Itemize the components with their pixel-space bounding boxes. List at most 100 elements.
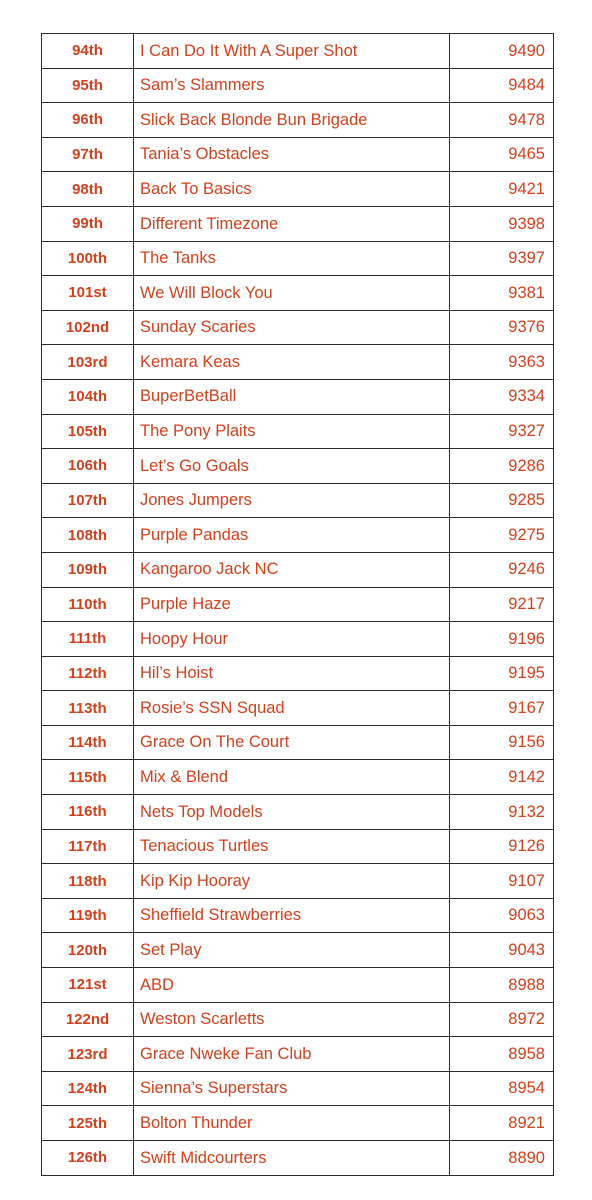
- score-cell: 9156: [449, 724, 554, 761]
- score-cell: 9107: [449, 863, 554, 899]
- table-row: 104th BuperBetBall 9334: [41, 378, 554, 415]
- table-row: 121st ABD 8988: [41, 967, 554, 1003]
- score-cell: 8988: [449, 967, 554, 1003]
- score-cell: 9132: [449, 794, 554, 830]
- score-cell: 9465: [449, 136, 554, 173]
- table-row: 98th Back To Basics 9421: [41, 171, 554, 207]
- score-cell: 9334: [449, 378, 554, 415]
- team-name-cell: Sam’s Slammers: [133, 67, 450, 104]
- rank-cell: 101st: [41, 275, 134, 311]
- score-cell: 9063: [449, 897, 554, 934]
- rank-cell: 107th: [41, 482, 134, 519]
- team-name-cell: Hil’s Hoist: [133, 655, 450, 692]
- team-name-cell: Mix & Blend: [133, 759, 450, 796]
- team-name-cell: Kip Kip Hooray: [133, 863, 450, 899]
- rank-cell: 108th: [41, 517, 134, 553]
- rank-cell: 98th: [41, 171, 134, 207]
- table-row: 107th Jones Jumpers 9285: [41, 482, 554, 519]
- score-cell: 8958: [449, 1036, 554, 1072]
- table-row: 123rd Grace Nweke Fan Club 8958: [41, 1036, 554, 1072]
- rank-cell: 117th: [41, 828, 134, 865]
- score-cell: 8890: [449, 1140, 554, 1176]
- team-name-cell: Rosie’s SSN Squad: [133, 690, 450, 726]
- table-row: 122nd Weston Scarletts 8972: [41, 1001, 554, 1038]
- table-row: 118th Kip Kip Hooray 9107: [41, 863, 554, 899]
- rank-cell: 120th: [41, 932, 134, 969]
- score-cell: 9397: [449, 240, 554, 277]
- score-cell: 9478: [449, 102, 554, 138]
- team-name-cell: Kemara Keas: [133, 344, 450, 380]
- score-cell: 9285: [449, 482, 554, 519]
- team-name-cell: Grace On The Court: [133, 724, 450, 761]
- score-cell: 9217: [449, 586, 554, 623]
- score-cell: 9275: [449, 517, 554, 553]
- standings-table: 94th I Can Do It With A Super Shot 9490 95t…: [41, 33, 554, 1176]
- team-name-cell: Tania’s Obstacles: [133, 136, 450, 173]
- score-cell: 9327: [449, 413, 554, 450]
- table-row: 99th Different Timezone 9398: [41, 205, 554, 242]
- team-name-cell: Sheffield Strawberries: [133, 897, 450, 934]
- rank-cell: 121st: [41, 967, 134, 1003]
- team-name-cell: Hoopy Hour: [133, 621, 450, 657]
- rank-cell: 102nd: [41, 309, 134, 346]
- score-cell: 9490: [449, 33, 554, 69]
- score-cell: 9195: [449, 655, 554, 692]
- score-cell: 9398: [449, 205, 554, 242]
- team-name-cell: Kangaroo Jack NC: [133, 551, 450, 588]
- rank-cell: 118th: [41, 863, 134, 899]
- team-name-cell: Slick Back Blonde Bun Brigade: [133, 102, 450, 138]
- team-name-cell: Swift Midcourters: [133, 1140, 450, 1176]
- table-row: 96th Slick Back Blonde Bun Brigade 9478: [41, 102, 554, 138]
- score-cell: 9142: [449, 759, 554, 796]
- team-name-cell: Jones Jumpers: [133, 482, 450, 519]
- table-row: 101st We Will Block You 9381: [41, 275, 554, 311]
- rank-cell: 95th: [41, 67, 134, 104]
- table-row: 124th Sienna’s Superstars 8954: [41, 1070, 554, 1107]
- table-row: 114th Grace On The Court 9156: [41, 724, 554, 761]
- rank-cell: 105th: [41, 413, 134, 450]
- table-row: 116th Nets Top Models 9132: [41, 794, 554, 830]
- score-cell: 9484: [449, 67, 554, 104]
- table-row: 100th The Tanks 9397: [41, 240, 554, 277]
- table-row: 108th Purple Pandas 9275: [41, 517, 554, 553]
- rank-cell: 116th: [41, 794, 134, 830]
- rank-cell: 94th: [41, 33, 134, 69]
- rank-cell: 100th: [41, 240, 134, 277]
- team-name-cell: Purple Pandas: [133, 517, 450, 553]
- team-name-cell: Sienna’s Superstars: [133, 1070, 450, 1107]
- score-cell: 8921: [449, 1105, 554, 1141]
- team-name-cell: Set Play: [133, 932, 450, 969]
- table-row: 106th Let’s Go Goals 9286: [41, 448, 554, 484]
- rank-cell: 96th: [41, 102, 134, 138]
- team-name-cell: Weston Scarletts: [133, 1001, 450, 1038]
- team-name-cell: Nets Top Models: [133, 794, 450, 830]
- rank-cell: 126th: [41, 1140, 134, 1176]
- team-name-cell: Tenacious Turtles: [133, 828, 450, 865]
- table-row: 110th Purple Haze 9217: [41, 586, 554, 623]
- team-name-cell: Bolton Thunder: [133, 1105, 450, 1141]
- rank-cell: 115th: [41, 759, 134, 796]
- rank-cell: 109th: [41, 551, 134, 588]
- rank-cell: 113th: [41, 690, 134, 726]
- table-row: 102nd Sunday Scaries 9376: [41, 309, 554, 346]
- rank-cell: 110th: [41, 586, 134, 623]
- rank-cell: 119th: [41, 897, 134, 934]
- rank-cell: 106th: [41, 448, 134, 484]
- rank-cell: 111th: [41, 621, 134, 657]
- score-cell: 9043: [449, 932, 554, 969]
- score-cell: 8954: [449, 1070, 554, 1107]
- table-row: 111th Hoopy Hour 9196: [41, 621, 554, 657]
- team-name-cell: Different Timezone: [133, 205, 450, 242]
- team-name-cell: The Tanks: [133, 240, 450, 277]
- team-name-cell: The Pony Plaits: [133, 413, 450, 450]
- rank-cell: 125th: [41, 1105, 134, 1141]
- score-cell: 8972: [449, 1001, 554, 1038]
- score-cell: 9286: [449, 448, 554, 484]
- table-row: 112th Hil’s Hoist 9195: [41, 655, 554, 692]
- score-cell: 9167: [449, 690, 554, 726]
- team-name-cell: Let’s Go Goals: [133, 448, 450, 484]
- rank-cell: 104th: [41, 378, 134, 415]
- score-cell: 9246: [449, 551, 554, 588]
- team-name-cell: Sunday Scaries: [133, 309, 450, 346]
- score-cell: 9363: [449, 344, 554, 380]
